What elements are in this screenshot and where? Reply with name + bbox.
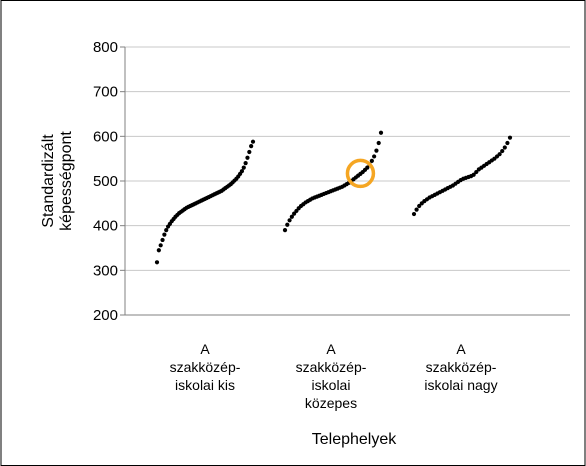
category-label-line: közepes [305, 395, 357, 411]
data-point [414, 207, 419, 212]
data-point [500, 148, 505, 154]
gridlines [120, 46, 570, 316]
y-tick-label: 500 [93, 173, 118, 190]
x-axis-title: Telephelyek [312, 431, 398, 448]
data-point [156, 248, 161, 253]
data-point [239, 169, 245, 174]
category-label-line: iskolai [312, 377, 351, 393]
y-tick-label: 300 [93, 262, 118, 279]
data-point [376, 140, 381, 146]
data-point [411, 211, 417, 217]
data-point [378, 130, 384, 135]
y-tick-label: 700 [93, 84, 118, 101]
data-point [282, 228, 288, 233]
y-tick-label: 400 [93, 218, 118, 235]
y-axis-title-line: Standardizált [40, 134, 57, 228]
data-point [249, 144, 254, 149]
highlight-ring [345, 158, 376, 189]
category-label-line: A [456, 341, 466, 357]
data-point [502, 145, 507, 150]
data-point [369, 158, 374, 163]
category-label-line: szakközép- [170, 359, 241, 375]
data-point [160, 237, 165, 243]
data-point [158, 243, 163, 248]
y-tick-labels: 200 300 400 500 600 700 800 [93, 39, 118, 324]
category-label-line: szakközép- [426, 359, 497, 375]
data-point [507, 135, 513, 140]
category-label-line: iskolai kis [175, 377, 235, 393]
data-point [287, 218, 292, 223]
category-label-line: A [200, 341, 210, 357]
data-point [289, 214, 294, 219]
data-point [241, 165, 246, 170]
category-label-line: iskolai nagy [424, 377, 497, 393]
y-tick-label: 600 [93, 128, 118, 145]
data-points [154, 130, 513, 265]
data-point [365, 165, 370, 170]
data-point [497, 152, 502, 157]
data-point [164, 228, 169, 233]
category-label-line: A [326, 341, 336, 357]
data-point [285, 222, 290, 227]
data-point [374, 148, 379, 153]
data-point [250, 139, 256, 144]
y-axis-title-line: képességpont [58, 131, 75, 231]
y-tick-label: 800 [93, 39, 118, 56]
data-point [162, 232, 167, 237]
y-axis-title: Standardizáltképességpont [40, 131, 75, 231]
data-point [474, 169, 479, 175]
data-point [471, 172, 476, 177]
data-point [372, 154, 377, 159]
data-point [245, 155, 250, 160]
data-point [243, 161, 248, 166]
category-label-line: szakközép- [296, 359, 367, 375]
data-point [247, 149, 252, 155]
y-tick-label: 200 [93, 307, 118, 324]
data-point [505, 140, 510, 146]
data-point [417, 203, 422, 209]
data-point [154, 260, 160, 265]
